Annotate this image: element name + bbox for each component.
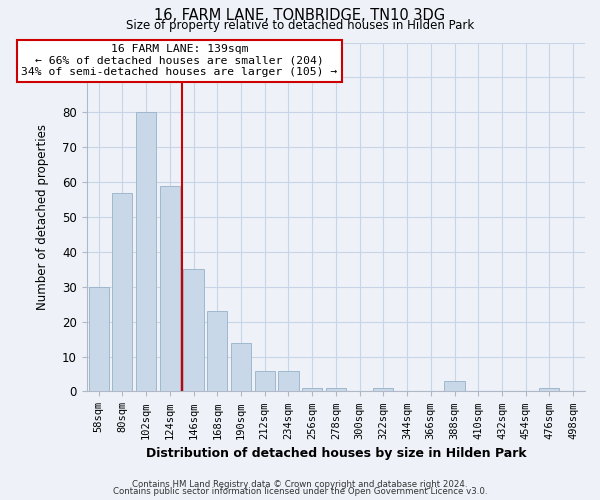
- Bar: [136, 112, 156, 392]
- Bar: [445, 381, 464, 392]
- Text: 16, FARM LANE, TONBRIDGE, TN10 3DG: 16, FARM LANE, TONBRIDGE, TN10 3DG: [154, 8, 446, 22]
- Bar: [539, 388, 559, 392]
- Bar: [207, 311, 227, 392]
- Bar: [278, 370, 299, 392]
- Bar: [184, 270, 203, 392]
- Bar: [373, 388, 394, 392]
- Text: Contains HM Land Registry data © Crown copyright and database right 2024.: Contains HM Land Registry data © Crown c…: [132, 480, 468, 489]
- Bar: [231, 342, 251, 392]
- Bar: [89, 287, 109, 392]
- Bar: [112, 192, 133, 392]
- Text: Size of property relative to detached houses in Hilden Park: Size of property relative to detached ho…: [126, 18, 474, 32]
- Bar: [326, 388, 346, 392]
- Text: 16 FARM LANE: 139sqm
← 66% of detached houses are smaller (204)
34% of semi-deta: 16 FARM LANE: 139sqm ← 66% of detached h…: [21, 44, 337, 78]
- Bar: [160, 186, 180, 392]
- X-axis label: Distribution of detached houses by size in Hilden Park: Distribution of detached houses by size …: [146, 447, 526, 460]
- Text: Contains public sector information licensed under the Open Government Licence v3: Contains public sector information licen…: [113, 487, 487, 496]
- Y-axis label: Number of detached properties: Number of detached properties: [36, 124, 49, 310]
- Bar: [302, 388, 322, 392]
- Bar: [254, 370, 275, 392]
